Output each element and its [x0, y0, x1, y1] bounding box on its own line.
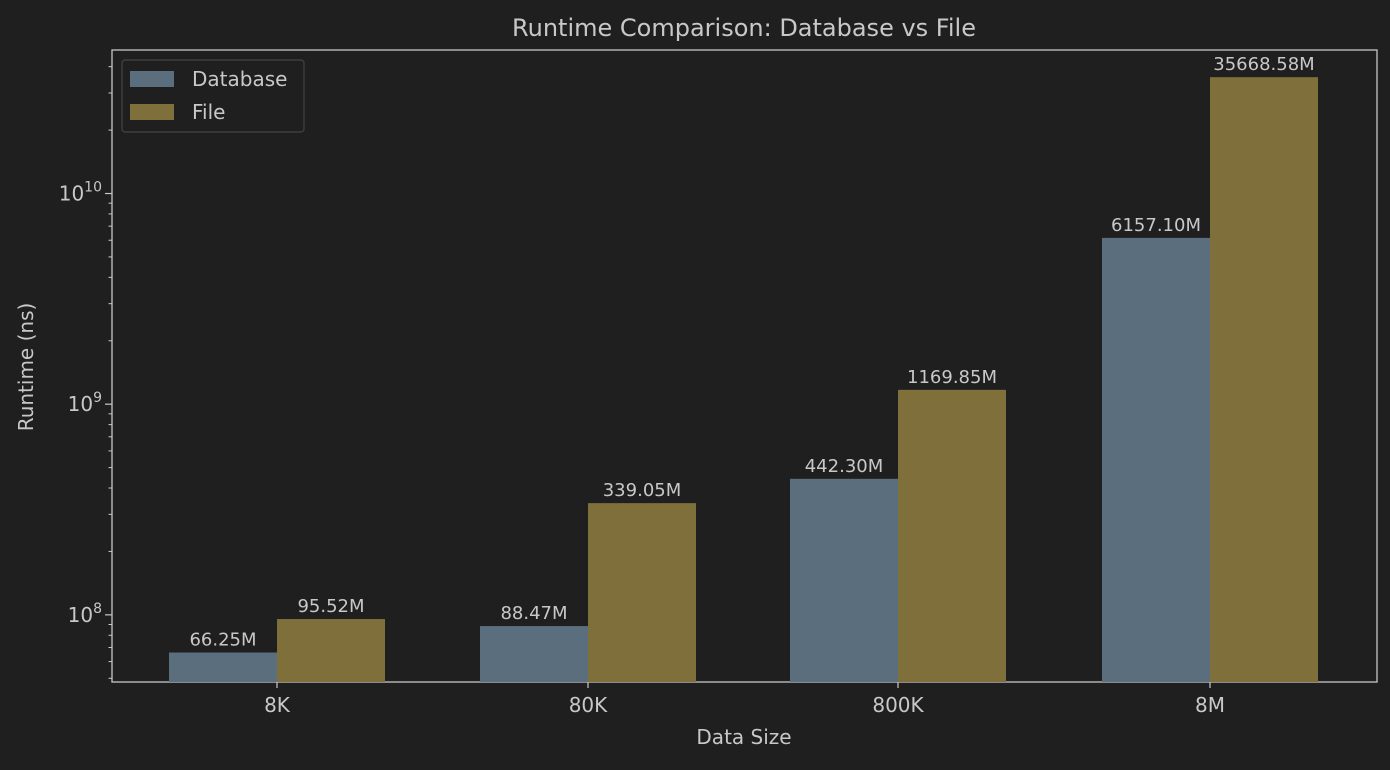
bars-layer: [169, 77, 1318, 682]
legend-label-database: Database: [192, 67, 287, 91]
x-tick-label-8m: 8M: [1195, 693, 1225, 717]
legend-swatch-database: [130, 71, 174, 87]
legend-swatch-file: [130, 104, 174, 120]
x-tick-label-800k: 800K: [872, 693, 924, 717]
bar-labels-layer: 66.25M 88.47M 442.30M 6157.10M 95.52M 339.05M…: [189, 54, 1314, 650]
chart-title: Runtime Comparison: Database vs File: [512, 14, 976, 42]
bar-file-8m: [1210, 77, 1318, 682]
bar-label-file-800k: 1169.85M: [907, 367, 997, 388]
bar-label-database-8k: 66.25M: [189, 630, 256, 651]
x-axis-ticks: 8K 80K 800K 8M: [264, 682, 1225, 717]
y-tick-label-1e10: 1010: [59, 180, 102, 206]
bar-label-database-80k: 88.47M: [500, 603, 567, 624]
bar-label-database-800k: 442.30M: [805, 456, 884, 477]
bar-database-8m: [1102, 237, 1210, 682]
y-tick-exponent: 9: [93, 390, 102, 406]
legend: Database File: [121, 59, 305, 133]
y-tick-label-1e9: 109: [68, 390, 102, 416]
legend-label-file: File: [192, 100, 225, 124]
y-axis-label: Runtime (ns): [14, 303, 38, 432]
x-axis-label: Data Size: [696, 725, 791, 749]
bar-file-800k: [898, 389, 1006, 682]
bar-label-file-80k: 339.05M: [603, 480, 682, 501]
bar-label-database-8m: 6157.10M: [1111, 215, 1201, 236]
plot-frame: [111, 49, 1378, 683]
bar-database-8k: [169, 652, 277, 682]
bar-label-file-8k: 95.52M: [297, 596, 364, 617]
y-tick-label-1e8: 108: [68, 601, 102, 627]
x-tick-label-80k: 80K: [569, 693, 608, 717]
y-tick-exponent: 8: [93, 601, 102, 617]
bar-file-80k: [588, 503, 696, 682]
x-tick-label-8k: 8K: [264, 693, 291, 717]
bar-label-file-8m: 35668.58M: [1213, 54, 1314, 75]
bar-database-800k: [790, 478, 898, 682]
y-tick-exponent: 10: [84, 180, 102, 196]
bar-database-80k: [480, 626, 588, 682]
bar-file-8k: [277, 619, 385, 682]
